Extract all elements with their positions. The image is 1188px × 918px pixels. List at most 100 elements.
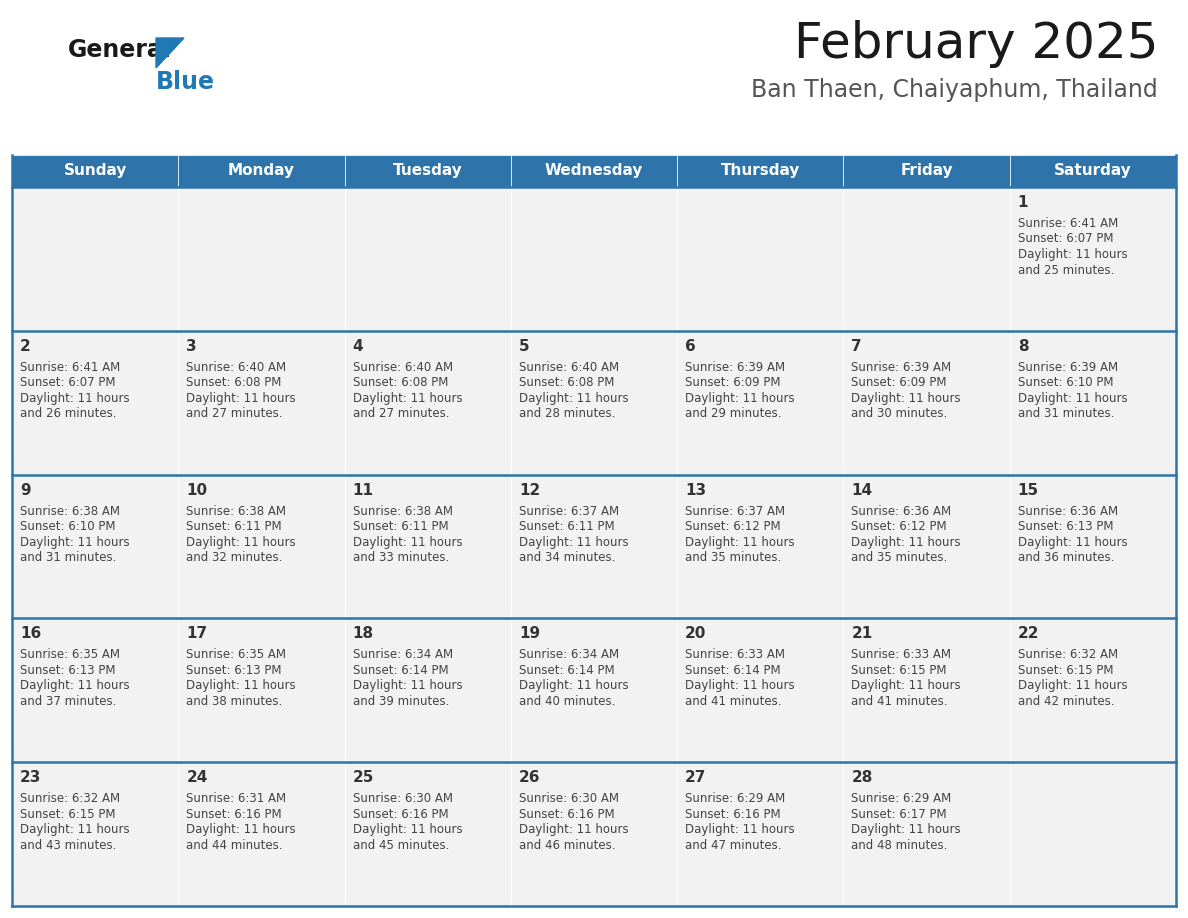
- Text: Daylight: 11 hours: Daylight: 11 hours: [20, 392, 129, 405]
- Text: 7: 7: [852, 339, 862, 353]
- Text: Sunset: 6:09 PM: Sunset: 6:09 PM: [852, 376, 947, 389]
- Text: Wednesday: Wednesday: [545, 163, 643, 178]
- Text: Sunset: 6:11 PM: Sunset: 6:11 PM: [187, 521, 282, 533]
- Bar: [1010, 187, 1176, 330]
- Text: and 31 minutes.: and 31 minutes.: [20, 551, 116, 564]
- Text: Sunset: 6:16 PM: Sunset: 6:16 PM: [685, 808, 781, 821]
- Text: and 41 minutes.: and 41 minutes.: [685, 695, 782, 708]
- Text: Daylight: 11 hours: Daylight: 11 hours: [20, 535, 129, 549]
- Text: Sunrise: 6:35 AM: Sunrise: 6:35 AM: [20, 648, 120, 661]
- Text: 17: 17: [187, 626, 208, 642]
- Text: Sunset: 6:16 PM: Sunset: 6:16 PM: [519, 808, 614, 821]
- Text: 14: 14: [852, 483, 872, 498]
- Text: Sunset: 6:12 PM: Sunset: 6:12 PM: [685, 521, 781, 533]
- Text: Sunrise: 6:30 AM: Sunrise: 6:30 AM: [353, 792, 453, 805]
- Text: 4: 4: [353, 339, 364, 353]
- Text: and 47 minutes.: and 47 minutes.: [685, 839, 782, 852]
- Text: Sunrise: 6:40 AM: Sunrise: 6:40 AM: [187, 361, 286, 374]
- Text: and 25 minutes.: and 25 minutes.: [1018, 263, 1114, 276]
- Text: Sunrise: 6:36 AM: Sunrise: 6:36 AM: [1018, 505, 1118, 518]
- Text: 28: 28: [852, 770, 873, 785]
- Text: Daylight: 11 hours: Daylight: 11 hours: [852, 823, 961, 836]
- Bar: [345, 619, 511, 762]
- Text: 19: 19: [519, 626, 541, 642]
- Text: and 32 minutes.: and 32 minutes.: [187, 551, 283, 564]
- Text: Sunset: 6:16 PM: Sunset: 6:16 PM: [187, 808, 282, 821]
- Text: Daylight: 11 hours: Daylight: 11 hours: [1018, 248, 1127, 261]
- Bar: [1010, 155, 1176, 187]
- Bar: [12, 619, 178, 762]
- Text: 5: 5: [519, 339, 530, 353]
- Bar: [345, 187, 511, 330]
- Text: Daylight: 11 hours: Daylight: 11 hours: [187, 679, 296, 692]
- Bar: [511, 187, 677, 330]
- Bar: [677, 155, 843, 187]
- Bar: [12, 330, 178, 475]
- Text: and 36 minutes.: and 36 minutes.: [1018, 551, 1114, 564]
- Text: 18: 18: [353, 626, 374, 642]
- Text: Sunrise: 6:41 AM: Sunrise: 6:41 AM: [1018, 217, 1118, 230]
- Text: 27: 27: [685, 770, 707, 785]
- Text: Sunset: 6:16 PM: Sunset: 6:16 PM: [353, 808, 448, 821]
- Text: and 34 minutes.: and 34 minutes.: [519, 551, 615, 564]
- Text: Sunset: 6:15 PM: Sunset: 6:15 PM: [1018, 664, 1113, 677]
- Text: Sunday: Sunday: [63, 163, 127, 178]
- Text: Daylight: 11 hours: Daylight: 11 hours: [1018, 679, 1127, 692]
- Text: 16: 16: [20, 626, 42, 642]
- Bar: [843, 155, 1010, 187]
- Text: Daylight: 11 hours: Daylight: 11 hours: [685, 535, 795, 549]
- Text: Sunset: 6:12 PM: Sunset: 6:12 PM: [852, 521, 947, 533]
- Text: Daylight: 11 hours: Daylight: 11 hours: [852, 535, 961, 549]
- Text: 2: 2: [20, 339, 31, 353]
- Text: Sunset: 6:13 PM: Sunset: 6:13 PM: [1018, 521, 1113, 533]
- Bar: [1010, 475, 1176, 619]
- Bar: [178, 187, 345, 330]
- Bar: [1010, 619, 1176, 762]
- Bar: [178, 330, 345, 475]
- Text: Sunrise: 6:36 AM: Sunrise: 6:36 AM: [852, 505, 952, 518]
- Text: Sunset: 6:13 PM: Sunset: 6:13 PM: [20, 664, 115, 677]
- Text: Daylight: 11 hours: Daylight: 11 hours: [519, 679, 628, 692]
- Text: 10: 10: [187, 483, 208, 498]
- Bar: [677, 330, 843, 475]
- Bar: [178, 475, 345, 619]
- Text: and 46 minutes.: and 46 minutes.: [519, 839, 615, 852]
- Text: and 48 minutes.: and 48 minutes.: [852, 839, 948, 852]
- Text: Sunrise: 6:32 AM: Sunrise: 6:32 AM: [1018, 648, 1118, 661]
- Text: Sunset: 6:11 PM: Sunset: 6:11 PM: [519, 521, 614, 533]
- Text: Sunset: 6:14 PM: Sunset: 6:14 PM: [685, 664, 781, 677]
- Text: Friday: Friday: [901, 163, 953, 178]
- Text: Sunset: 6:14 PM: Sunset: 6:14 PM: [519, 664, 614, 677]
- Text: Sunrise: 6:39 AM: Sunrise: 6:39 AM: [685, 361, 785, 374]
- Text: Tuesday: Tuesday: [393, 163, 462, 178]
- Text: Sunrise: 6:30 AM: Sunrise: 6:30 AM: [519, 792, 619, 805]
- Text: Daylight: 11 hours: Daylight: 11 hours: [353, 679, 462, 692]
- Bar: [345, 762, 511, 906]
- Text: Daylight: 11 hours: Daylight: 11 hours: [187, 392, 296, 405]
- Text: Daylight: 11 hours: Daylight: 11 hours: [1018, 392, 1127, 405]
- Text: Daylight: 11 hours: Daylight: 11 hours: [187, 823, 296, 836]
- Text: Sunset: 6:08 PM: Sunset: 6:08 PM: [187, 376, 282, 389]
- Text: 11: 11: [353, 483, 373, 498]
- Text: 9: 9: [20, 483, 31, 498]
- Text: 22: 22: [1018, 626, 1040, 642]
- Text: Sunset: 6:15 PM: Sunset: 6:15 PM: [20, 808, 115, 821]
- Text: Daylight: 11 hours: Daylight: 11 hours: [685, 392, 795, 405]
- Text: and 30 minutes.: and 30 minutes.: [852, 408, 948, 420]
- Text: Daylight: 11 hours: Daylight: 11 hours: [353, 535, 462, 549]
- Text: Sunrise: 6:40 AM: Sunrise: 6:40 AM: [519, 361, 619, 374]
- Text: Sunset: 6:10 PM: Sunset: 6:10 PM: [20, 521, 115, 533]
- Text: Sunrise: 6:39 AM: Sunrise: 6:39 AM: [852, 361, 952, 374]
- Text: and 31 minutes.: and 31 minutes.: [1018, 408, 1114, 420]
- Bar: [677, 619, 843, 762]
- Bar: [12, 187, 178, 330]
- Bar: [511, 762, 677, 906]
- Bar: [843, 187, 1010, 330]
- Text: Sunrise: 6:29 AM: Sunrise: 6:29 AM: [852, 792, 952, 805]
- Text: Sunset: 6:08 PM: Sunset: 6:08 PM: [353, 376, 448, 389]
- Bar: [345, 475, 511, 619]
- Text: Sunrise: 6:32 AM: Sunrise: 6:32 AM: [20, 792, 120, 805]
- Bar: [178, 619, 345, 762]
- Text: and 44 minutes.: and 44 minutes.: [187, 839, 283, 852]
- Text: Sunrise: 6:38 AM: Sunrise: 6:38 AM: [187, 505, 286, 518]
